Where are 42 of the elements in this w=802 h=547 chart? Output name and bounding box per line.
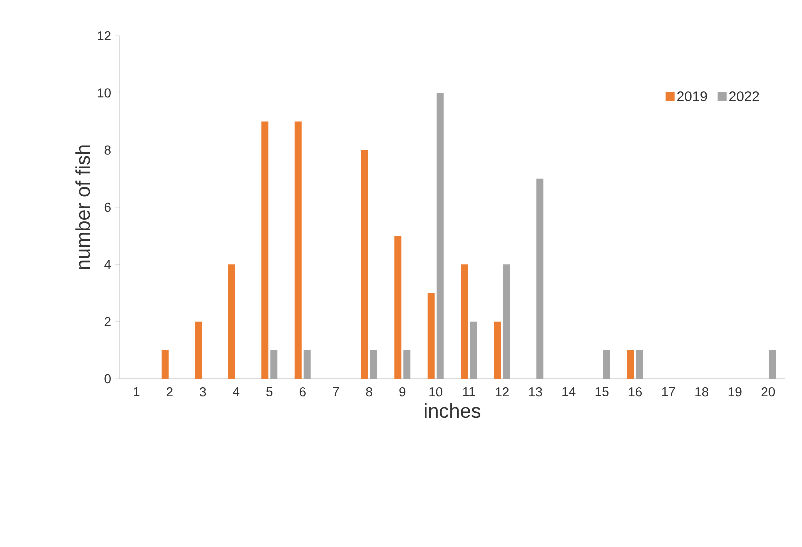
x-axis-title: inches <box>425 404 481 418</box>
x-tick-label: 9 <box>400 388 406 397</box>
bar <box>627 350 634 379</box>
x-tick-label: 12 <box>496 388 509 397</box>
bar <box>294 122 302 379</box>
x-tick-label: 16 <box>629 388 642 397</box>
bar <box>162 350 169 379</box>
x-tick-label: 15 <box>596 388 609 397</box>
x-tick-label: 10 <box>430 388 443 397</box>
x-tick-label: 19 <box>728 388 742 397</box>
x-tick-label: 2 <box>166 388 173 397</box>
bar <box>428 293 435 379</box>
legend-label: 2022 <box>730 92 760 102</box>
x-tick-label: 7 <box>333 388 340 396</box>
bar <box>228 264 236 379</box>
x-tick-label: 4 <box>233 388 240 396</box>
y-axis-title: number of fish <box>76 146 90 270</box>
bar <box>262 122 269 379</box>
legend-label: 2019 <box>678 92 708 102</box>
y-tick-label: 10 <box>98 88 111 98</box>
y-tick-label: 4 <box>104 260 112 270</box>
x-tick-label: 17 <box>662 388 676 396</box>
x-tick-label: 14 <box>562 388 576 396</box>
y-tick-label: 12 <box>98 31 111 41</box>
y-tick-label: 8 <box>104 146 111 155</box>
x-tick-label: 3 <box>200 388 206 397</box>
bar <box>461 264 468 379</box>
x-tick-label: 11 <box>463 388 476 396</box>
y-tick-label: 6 <box>104 202 111 212</box>
bar <box>494 322 502 379</box>
x-tick-label: 20 <box>762 388 776 397</box>
x-tick-label: 1 <box>134 388 140 396</box>
y-tick-label: 2 <box>104 317 111 326</box>
x-tick-label: 18 <box>696 388 709 397</box>
x-tick-label: 6 <box>300 388 306 397</box>
y-tick-label: 0 <box>104 374 111 384</box>
x-tick-label: 5 <box>266 388 273 397</box>
bar <box>361 150 368 379</box>
bar <box>394 236 402 379</box>
x-tick-label: 13 <box>529 388 542 397</box>
bar <box>195 322 202 379</box>
x-tick-label: 8 <box>366 388 372 397</box>
